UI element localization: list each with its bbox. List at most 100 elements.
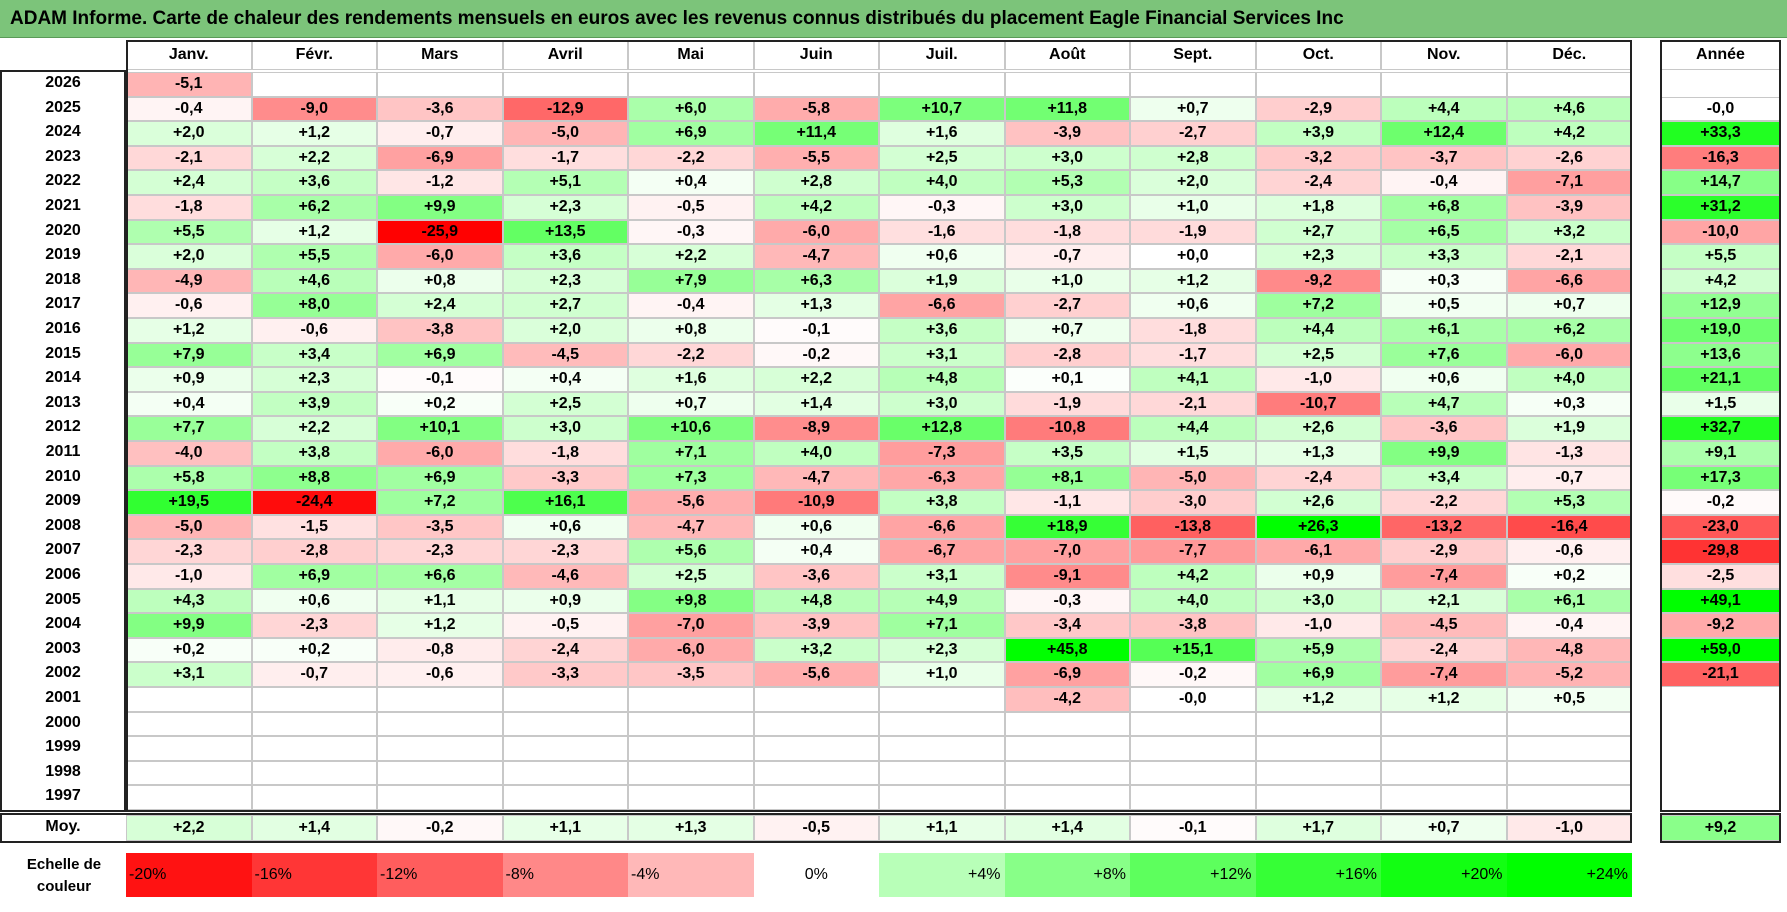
- year-label: 2015: [45, 344, 81, 362]
- month-header: Janv.: [126, 40, 252, 70]
- heatmap-cell: +1,2: [1255, 687, 1381, 712]
- year-total-cell: +9,1: [1660, 441, 1781, 466]
- heatmap-cell: +0,5: [1506, 687, 1632, 712]
- heatmap-cell: +1,2: [377, 613, 503, 638]
- year-label: 2013: [45, 393, 81, 411]
- heatmap-cell: -1,6: [879, 219, 1005, 245]
- heatmap-cell: +1,2: [1130, 268, 1256, 294]
- month-header: Févr.: [251, 40, 377, 70]
- heatmap-cell: +6,2: [251, 195, 377, 220]
- heatmap-cell: -1,8: [1004, 219, 1130, 245]
- heatmap-cell: +7,2: [1255, 293, 1381, 318]
- heatmap-cell: [126, 760, 252, 786]
- heatmap-cell: [126, 736, 252, 761]
- year-total-cell: +32,7: [1660, 416, 1781, 441]
- heatmap-cell: +6,8: [1381, 195, 1507, 220]
- heatmap-cell: +0,4: [628, 170, 754, 195]
- year-label: 2003: [45, 639, 81, 657]
- heatmap-cell: -7,1: [1506, 170, 1632, 195]
- heatmap-cell: +1,9: [1506, 416, 1632, 441]
- heatmap-cell: -2,8: [1004, 342, 1130, 368]
- heatmap-cell: -1,7: [502, 145, 628, 171]
- heatmap-cell: +9,8: [628, 588, 754, 614]
- heatmap-cell: +11,4: [753, 121, 879, 146]
- heatmap-cell: +9,9: [126, 613, 252, 638]
- heatmap-cell: +0,2: [377, 391, 503, 417]
- heatmap-cell: [1130, 711, 1256, 737]
- year-total-cell: +1,5: [1660, 391, 1781, 417]
- average-cell: +1,1: [502, 815, 628, 841]
- heatmap-cell: -4,9: [126, 268, 252, 294]
- year-label: 2000: [45, 713, 81, 731]
- heatmap-cell: -5,6: [628, 490, 754, 515]
- heatmap-cell: [879, 72, 1005, 97]
- heatmap-cell: +2,3: [879, 637, 1005, 663]
- heatmap-cell: +2,7: [502, 293, 628, 318]
- heatmap-cell: -0,4: [1381, 170, 1507, 195]
- heatmap-cell: +7,7: [126, 416, 252, 441]
- heatmap-cell: +7,3: [628, 465, 754, 491]
- heatmap-cell: [628, 687, 754, 712]
- heatmap-cell: +0,3: [1506, 391, 1632, 417]
- year-total-cell: -29,8: [1660, 539, 1781, 564]
- heatmap-cell: -7,4: [1381, 564, 1507, 589]
- heatmap-cell: -6,9: [377, 145, 503, 171]
- heatmap-cell: -9,2: [1255, 268, 1381, 294]
- heatmap-cell: -2,1: [126, 145, 252, 171]
- average-cell: -1,0: [1506, 815, 1632, 841]
- year-total-cell: +14,7: [1660, 170, 1781, 195]
- heatmap-cell: +0,5: [1381, 293, 1507, 318]
- heatmap-cell: +3,0: [1255, 588, 1381, 614]
- heatmap-cell: +9,9: [1381, 441, 1507, 466]
- heatmap-cell: -5,0: [502, 121, 628, 146]
- heatmap-cell: +1,2: [251, 121, 377, 146]
- average-cell: +2,2: [126, 815, 252, 841]
- heatmap-cell: -0,5: [502, 613, 628, 638]
- heatmap-cell: -3,5: [377, 514, 503, 540]
- heatmap-cell: [251, 760, 377, 786]
- year-label: 2011: [45, 443, 81, 460]
- heatmap-cell: -10,8: [1004, 416, 1130, 441]
- heatmap-cell: +0,6: [251, 588, 377, 614]
- heatmap-cell: +3,1: [126, 662, 252, 687]
- heatmap-cell: [1506, 760, 1632, 786]
- heatmap-cell: +2,2: [628, 244, 754, 269]
- year-label: 2005: [45, 590, 81, 608]
- heatmap-cell: +0,8: [377, 268, 503, 294]
- heatmap-cell: -3,3: [502, 662, 628, 687]
- heatmap-cell: +3,9: [251, 391, 377, 417]
- color-scale-swatch: +4%: [879, 853, 1005, 897]
- color-scale-swatch: +16%: [1255, 853, 1381, 897]
- year-label: 2026: [45, 74, 81, 91]
- heatmap-cell: +3,1: [879, 342, 1005, 368]
- heatmap-cell: -3,8: [377, 318, 503, 343]
- year-total-cell: -16,3: [1660, 145, 1781, 171]
- year-label: 2001: [45, 689, 81, 706]
- heatmap-cell: [753, 687, 879, 712]
- heatmap-cell: +6,9: [628, 121, 754, 146]
- heatmap-cell: -1,8: [126, 195, 252, 220]
- heatmap-cell: -1,9: [1130, 219, 1256, 245]
- heatmap-cell: -5,8: [753, 96, 879, 122]
- month-header: Avril: [502, 40, 628, 70]
- heatmap-cell: +2,0: [126, 244, 252, 269]
- heatmap-cell: +0,2: [1506, 564, 1632, 589]
- heatmap-cell: +6,9: [1255, 662, 1381, 687]
- heatmap-cell: +10,6: [628, 416, 754, 441]
- heatmap-cell: -6,1: [1255, 539, 1381, 564]
- heatmap-cell: +6,5: [1381, 219, 1507, 245]
- heatmap-cell: [1506, 736, 1632, 761]
- month-header: Mai: [628, 40, 754, 70]
- heatmap-cell: +2,5: [879, 145, 1005, 171]
- year-total-cell: +59,0: [1660, 637, 1781, 663]
- heatmap-cell: +1,3: [753, 293, 879, 318]
- heatmap-cell: [377, 72, 503, 97]
- heatmap-cell: +1,6: [879, 121, 1005, 146]
- heatmap-cell: -12,9: [502, 96, 628, 122]
- heatmap-cell: +3,0: [879, 391, 1005, 417]
- heatmap-cell: +7,9: [628, 268, 754, 294]
- year-label: 2010: [45, 467, 81, 485]
- heatmap-cell: [879, 785, 1005, 810]
- heatmap-cell: [251, 687, 377, 712]
- heatmap-cell: +2,5: [1255, 342, 1381, 368]
